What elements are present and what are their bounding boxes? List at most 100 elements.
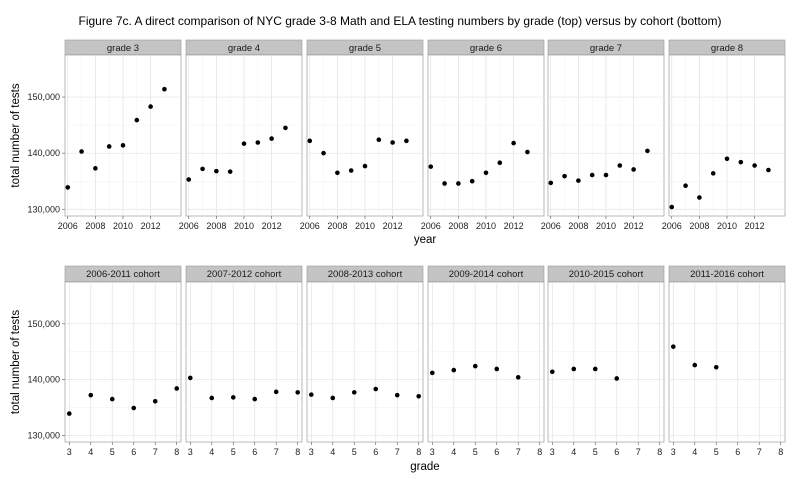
data-point bbox=[456, 181, 461, 186]
x-axis-title: grade bbox=[410, 461, 439, 473]
data-point bbox=[269, 136, 274, 141]
x-tick-label: 2008 bbox=[85, 221, 105, 231]
x-tick-label: 2006 bbox=[662, 221, 682, 231]
data-point bbox=[752, 163, 757, 168]
data-point bbox=[134, 117, 140, 123]
x-tick-label: 2006 bbox=[179, 221, 199, 231]
x-tick-label: 2006 bbox=[541, 221, 561, 231]
figure-title: Figure 7c. A direct comparison of NYC gr… bbox=[78, 14, 722, 28]
x-tick-label: 7 bbox=[153, 447, 158, 457]
x-tick-label: 2010 bbox=[355, 221, 375, 231]
x-tick-label: 2010 bbox=[113, 221, 133, 231]
x-tick-label: 6 bbox=[494, 447, 499, 457]
data-point bbox=[200, 166, 205, 172]
x-axis-title: year bbox=[414, 234, 437, 246]
data-point bbox=[697, 195, 702, 200]
facet-strip-label: grade 4 bbox=[228, 43, 260, 54]
x-tick-label: 7 bbox=[757, 447, 762, 457]
x-tick-label: 2012 bbox=[745, 221, 765, 231]
facet-strip-label: 2006-2011 cohort bbox=[86, 269, 160, 280]
data-point bbox=[483, 170, 489, 176]
facet-panel: grade 8 2006 2008 2010 2012 bbox=[662, 39, 786, 231]
x-tick-label: 4 bbox=[209, 447, 214, 457]
x-tick-label: 2010 bbox=[476, 221, 496, 231]
facet-panel: 2010-2015 cohort 3 4 5 6 7 8 bbox=[547, 265, 665, 457]
data-point bbox=[571, 366, 577, 372]
x-tick-label: 5 bbox=[110, 447, 115, 457]
data-point bbox=[330, 395, 336, 401]
data-point bbox=[214, 168, 219, 174]
facet-panel: 2007-2012 cohort 3 4 5 6 7 8 bbox=[185, 265, 303, 457]
facet-strip-label: grade 5 bbox=[349, 43, 381, 54]
data-point bbox=[88, 392, 94, 398]
data-point bbox=[617, 163, 623, 168]
x-tick-label: 3 bbox=[671, 447, 676, 457]
data-point bbox=[442, 181, 447, 186]
data-point bbox=[241, 141, 247, 146]
data-point bbox=[710, 171, 716, 176]
data-point bbox=[65, 185, 71, 190]
y-axis-title: total number of tests bbox=[10, 310, 22, 414]
facet-panel: grade 7 2006 2008 2010 2012 bbox=[541, 39, 665, 231]
panel-background bbox=[64, 281, 182, 443]
x-tick-label: 5 bbox=[473, 447, 478, 457]
data-point bbox=[335, 170, 340, 176]
x-tick-label: 4 bbox=[330, 447, 335, 457]
data-point bbox=[713, 364, 719, 370]
x-tick-label: 5 bbox=[231, 447, 236, 457]
data-point bbox=[589, 172, 595, 178]
data-point bbox=[283, 125, 288, 131]
data-point bbox=[209, 395, 215, 401]
facet-strip-label: 2008-2013 cohort bbox=[328, 269, 403, 280]
x-tick-label: 2010 bbox=[596, 221, 616, 231]
x-tick-label: 2008 bbox=[568, 221, 588, 231]
x-tick-label: 2006 bbox=[421, 221, 441, 231]
x-tick-label: 4 bbox=[692, 447, 697, 457]
facet-panel: grade 6 2006 2008 2010 2012 bbox=[421, 39, 545, 231]
data-point bbox=[631, 167, 636, 172]
x-tick-label: 2006 bbox=[300, 221, 320, 231]
data-point bbox=[683, 183, 688, 189]
data-point bbox=[162, 86, 167, 92]
x-tick-label: 4 bbox=[451, 447, 456, 457]
data-point bbox=[724, 156, 730, 162]
y-tick-label: 130,000 bbox=[27, 430, 60, 440]
data-point bbox=[106, 144, 112, 149]
data-point bbox=[549, 369, 555, 375]
x-tick-label: 6 bbox=[252, 447, 257, 457]
data-point bbox=[79, 149, 84, 154]
data-point bbox=[273, 389, 279, 395]
data-point bbox=[394, 392, 400, 398]
y-tick-label: 140,000 bbox=[27, 375, 60, 385]
facet-panel: 2006-2011 cohort 3 4 5 6 7 8 bbox=[64, 265, 182, 457]
data-point bbox=[525, 149, 530, 155]
x-tick-label: 6 bbox=[735, 447, 740, 457]
x-tick-label: 2012 bbox=[504, 221, 524, 231]
panel-background bbox=[427, 281, 545, 443]
x-tick-label: 4 bbox=[88, 447, 93, 457]
data-point bbox=[109, 396, 115, 402]
data-point bbox=[603, 172, 609, 178]
data-point bbox=[548, 180, 554, 186]
x-tick-label: 7 bbox=[274, 447, 279, 457]
data-point bbox=[469, 178, 475, 184]
data-point bbox=[669, 204, 675, 210]
x-tick-label: 2012 bbox=[262, 221, 282, 231]
data-point bbox=[429, 370, 435, 376]
data-point bbox=[362, 163, 368, 169]
data-point bbox=[515, 375, 521, 380]
data-point bbox=[307, 138, 313, 144]
data-point bbox=[766, 167, 771, 173]
data-point bbox=[428, 164, 434, 169]
x-tick-label: 8 bbox=[416, 447, 421, 457]
chart-row-grade: grade 3 2006 2008 2010 2012 grade 4 2006 2008 20… bbox=[10, 39, 786, 246]
x-tick-label: 4 bbox=[571, 447, 576, 457]
data-point bbox=[230, 395, 236, 400]
facet-strip-label: 2010-2015 cohort bbox=[569, 269, 644, 280]
facet-panel: grade 3 2006 2008 2010 2012 bbox=[58, 39, 182, 231]
x-tick-label: 2008 bbox=[448, 221, 468, 231]
x-tick-label: 2010 bbox=[234, 221, 254, 231]
x-tick-label: 3 bbox=[188, 447, 193, 457]
data-point bbox=[308, 392, 314, 397]
data-point bbox=[373, 386, 379, 392]
